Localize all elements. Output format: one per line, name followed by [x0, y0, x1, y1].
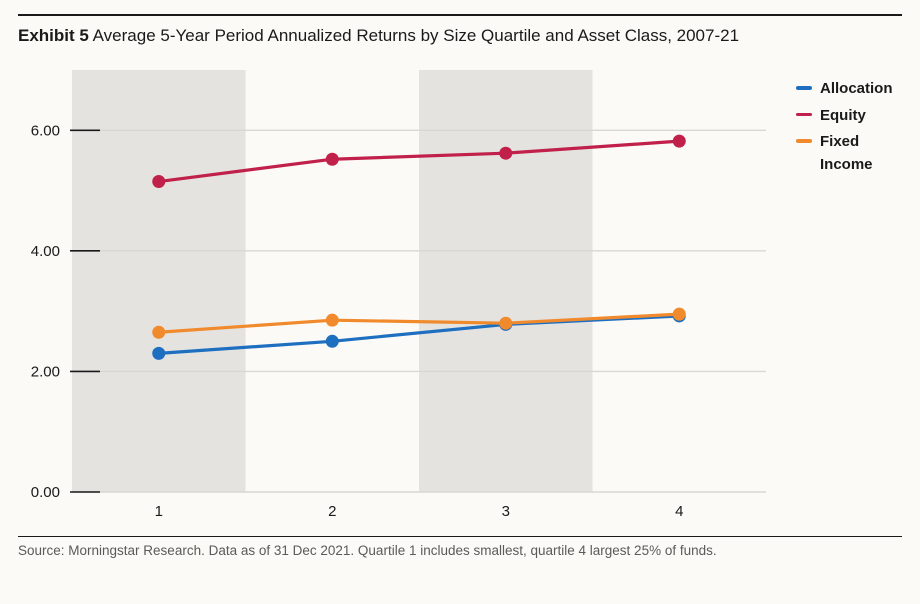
legend-label: Allocation: [820, 78, 893, 101]
legend-swatch: [796, 113, 812, 117]
title-prefix: Exhibit 5: [18, 26, 89, 45]
returns-chart: 0.00 2.00 4.00 6.00 1 2 3 4: [18, 60, 778, 530]
svg-text:3: 3: [502, 503, 510, 520]
legend-label: Equity: [820, 105, 866, 128]
svg-text:4.00: 4.00: [31, 243, 60, 260]
svg-text:6.00: 6.00: [31, 122, 60, 139]
legend-swatch: [796, 139, 812, 143]
svg-text:2.00: 2.00: [31, 363, 60, 380]
legend-item: Equity: [796, 105, 900, 128]
svg-text:1: 1: [155, 503, 163, 520]
svg-text:0.00: 0.00: [31, 484, 60, 501]
legend-item: Fixed Income: [796, 131, 900, 176]
title-rest: Average 5-Year Period Annualized Returns…: [89, 26, 739, 45]
svg-text:2: 2: [328, 503, 336, 520]
chart-legend: Allocation Equity Fixed Income: [796, 78, 900, 180]
chart-title: Exhibit 5 Average 5-Year Period Annualiz…: [18, 26, 902, 46]
svg-text:4: 4: [675, 503, 683, 520]
legend-item: Allocation: [796, 78, 900, 101]
legend-label: Fixed Income: [820, 131, 900, 176]
chart-footnote: Source: Morningstar Research. Data as of…: [18, 543, 902, 558]
legend-swatch: [796, 86, 812, 90]
chart-svg: 0.00 2.00 4.00 6.00 1 2 3 4: [18, 60, 778, 530]
